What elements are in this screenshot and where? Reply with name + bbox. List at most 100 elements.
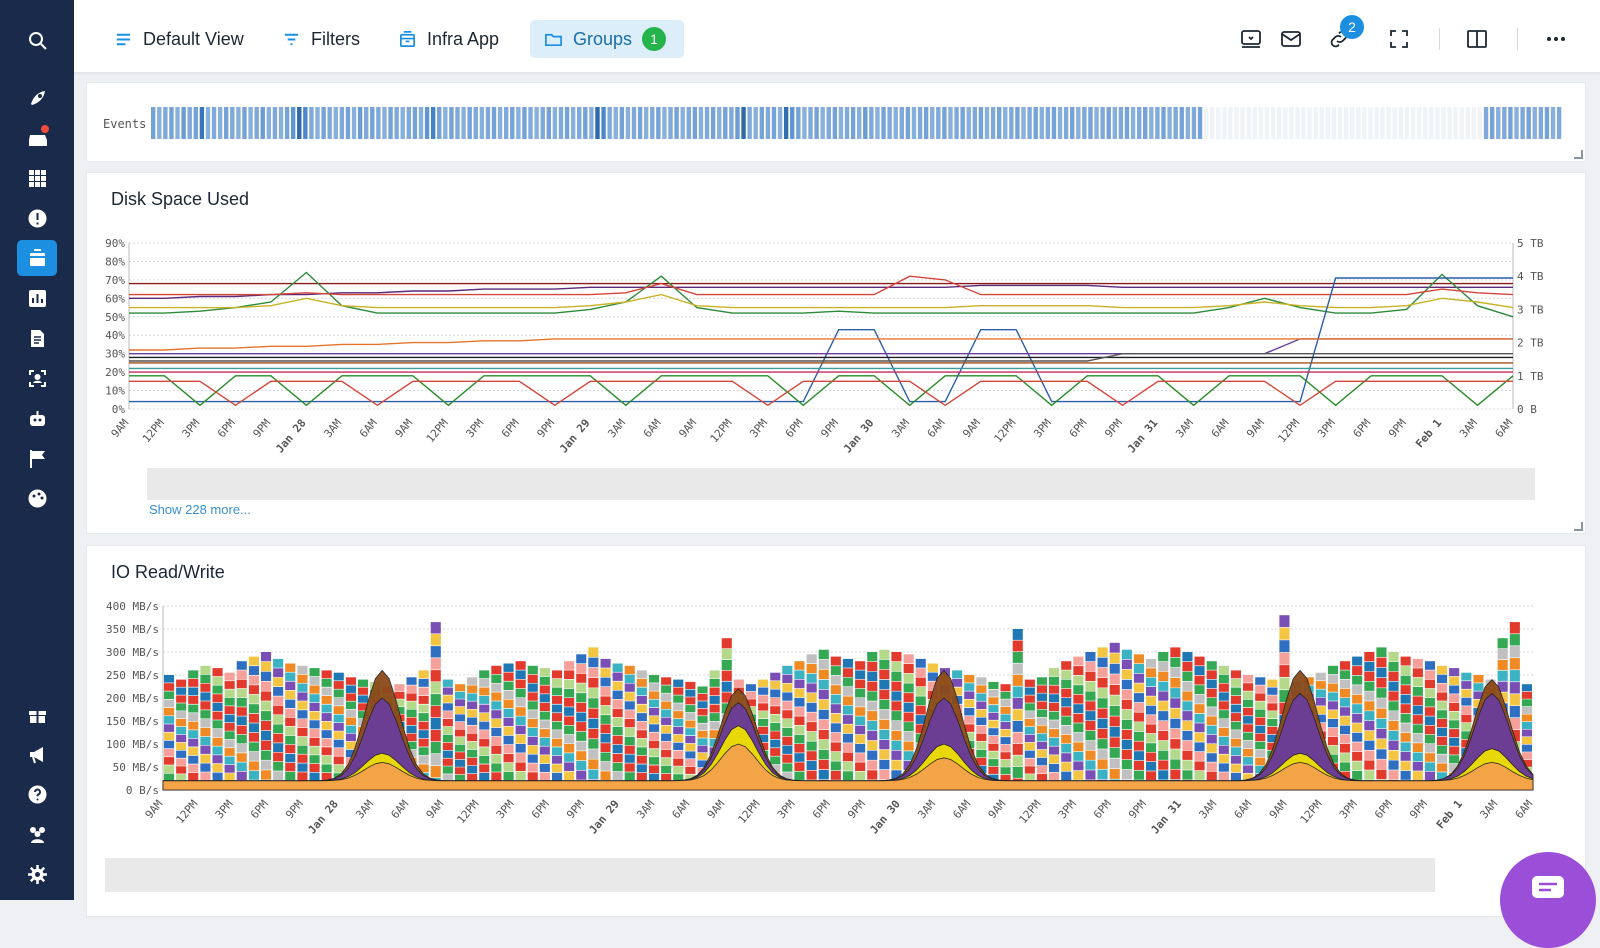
io-bar-segment bbox=[285, 699, 296, 708]
io-bar-segment bbox=[636, 764, 647, 773]
sidebar-item-gift[interactable] bbox=[17, 696, 57, 732]
gift-icon bbox=[28, 710, 46, 723]
groups-button[interactable]: Groups 1 bbox=[530, 20, 684, 58]
sidebar-item-team[interactable] bbox=[17, 816, 57, 852]
io-bar-segment bbox=[539, 729, 550, 738]
default-view-button[interactable]: Default View bbox=[100, 20, 258, 58]
io-bar-segment bbox=[1230, 764, 1241, 773]
io-bar-segment bbox=[188, 738, 199, 747]
disk-space-chart[interactable]: 90%80%70%60%50%40%30%20%10%0%5 TB4 TB3 T… bbox=[87, 225, 1587, 455]
sidebar-item-rocket[interactable] bbox=[17, 80, 57, 116]
io-bar-segment bbox=[1424, 688, 1435, 698]
io-bar-segment bbox=[758, 711, 769, 719]
mail-icon bbox=[1281, 31, 1301, 47]
io-bar-segment bbox=[1449, 763, 1460, 772]
event-cell bbox=[1423, 107, 1428, 139]
io-bar-segment bbox=[758, 687, 769, 695]
y-tick-label: 50% bbox=[105, 311, 125, 324]
io-bar-segment bbox=[418, 696, 429, 704]
sidebar-item-dashboard[interactable] bbox=[17, 280, 57, 316]
io-bar-segment bbox=[976, 685, 987, 693]
io-bar-segment bbox=[903, 702, 914, 712]
filters-button[interactable]: Filters bbox=[268, 20, 374, 58]
io-bar-segment bbox=[1230, 678, 1241, 687]
y-tick-label: 300 MB/s bbox=[106, 646, 159, 659]
more-options-button[interactable] bbox=[1541, 24, 1571, 54]
sidebar-item-flag[interactable] bbox=[17, 440, 57, 476]
io-bar-segment bbox=[915, 696, 926, 706]
sidebar-item-robot[interactable] bbox=[17, 400, 57, 436]
event-cell bbox=[157, 107, 162, 139]
io-bar-segment bbox=[1097, 657, 1108, 668]
io-bar-segment bbox=[1133, 760, 1144, 770]
io-bar-segment bbox=[224, 773, 235, 781]
tv-mode-button[interactable] bbox=[1236, 24, 1266, 54]
io-bar-segment bbox=[782, 674, 793, 683]
sidebar-item-search[interactable] bbox=[17, 22, 57, 58]
io-bar-segment bbox=[430, 706, 441, 718]
event-cell bbox=[729, 107, 734, 139]
sidebar-item-help[interactable] bbox=[17, 776, 57, 812]
io-bar-segment bbox=[1473, 691, 1484, 699]
io-bar-segment bbox=[309, 755, 320, 764]
event-cell bbox=[1508, 107, 1513, 139]
event-cell bbox=[990, 107, 996, 139]
io-bar-segment bbox=[358, 679, 369, 687]
x-tick-label: 6PM bbox=[810, 797, 833, 821]
resize-handle[interactable] bbox=[1574, 150, 1583, 159]
sidebar-item-monitors[interactable] bbox=[17, 360, 57, 396]
io-bar-segment bbox=[988, 720, 999, 728]
share-email-button[interactable] bbox=[1276, 24, 1306, 54]
sidebar-item-palette[interactable] bbox=[17, 480, 57, 516]
event-cell bbox=[1258, 107, 1264, 139]
series-line bbox=[129, 338, 1513, 355]
resize-handle[interactable] bbox=[1574, 522, 1583, 531]
io-bar-segment bbox=[297, 710, 308, 719]
event-cell bbox=[1112, 107, 1117, 139]
io-bar-segment bbox=[636, 747, 647, 756]
event-cell bbox=[796, 107, 801, 139]
split-view-button[interactable] bbox=[1462, 24, 1492, 54]
io-bar-segment bbox=[1424, 670, 1435, 679]
sidebar-item-alert[interactable] bbox=[17, 200, 57, 236]
io-bar-segment bbox=[309, 668, 320, 677]
io-bar-segment bbox=[636, 738, 647, 747]
sidebar-item-infrastructure[interactable] bbox=[17, 240, 57, 276]
event-cell bbox=[820, 107, 825, 139]
io-bar-segment bbox=[1000, 767, 1011, 775]
io-bar-segment bbox=[1061, 707, 1072, 716]
io-bar-segment bbox=[491, 745, 502, 754]
sidebar-item-gear[interactable] bbox=[17, 856, 57, 892]
integrations-button[interactable]: 2 bbox=[1324, 15, 1364, 54]
sidebar-item-inbox[interactable] bbox=[17, 120, 57, 156]
sidebar-item-logs[interactable] bbox=[17, 320, 57, 356]
io-bar-segment bbox=[806, 770, 817, 780]
io-bar-segment bbox=[1000, 744, 1011, 752]
show-more-link[interactable]: Show 228 more... bbox=[149, 502, 251, 517]
io-bar-segment bbox=[770, 697, 781, 706]
io-bar-segment bbox=[236, 670, 247, 679]
io-bar-segment bbox=[1521, 752, 1532, 760]
io-bar-segment bbox=[576, 741, 587, 751]
io-bar-segment bbox=[297, 674, 308, 683]
io-bar-segment bbox=[467, 677, 478, 685]
io-bar-segment bbox=[903, 712, 914, 722]
io-bar-segment bbox=[1230, 730, 1241, 739]
events-timeline[interactable] bbox=[151, 107, 1563, 139]
x-tick-label: 9AM bbox=[1267, 797, 1290, 821]
io-bar-segment bbox=[891, 661, 902, 672]
infra-app-button[interactable]: Infra App bbox=[384, 20, 513, 58]
io-bar-segment bbox=[1388, 691, 1399, 701]
io-bar-segment bbox=[806, 683, 817, 693]
io-bar-segment bbox=[1146, 743, 1157, 752]
chat-fab[interactable] bbox=[1500, 852, 1596, 948]
io-bar-segment bbox=[1121, 659, 1132, 670]
io-bar-segment bbox=[1158, 760, 1169, 770]
sidebar-item-megaphone[interactable] bbox=[17, 736, 57, 772]
fullscreen-button[interactable] bbox=[1384, 24, 1414, 54]
io-bar-segment bbox=[1352, 713, 1363, 723]
io-bar-segment bbox=[224, 756, 235, 765]
io-bar-segment bbox=[442, 766, 453, 774]
sidebar-item-apps-grid[interactable] bbox=[17, 160, 57, 196]
